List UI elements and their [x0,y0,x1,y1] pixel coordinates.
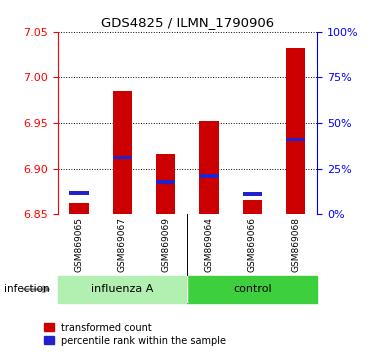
Title: GDS4825 / ILMN_1790906: GDS4825 / ILMN_1790906 [101,16,274,29]
Bar [69,203,89,214]
Bar [286,48,305,214]
Bar [286,138,305,141]
Bar [243,200,262,214]
Text: infection: infection [4,284,49,295]
Legend: transformed count, percentile rank within the sample: transformed count, percentile rank withi… [44,323,226,346]
Text: influenza A: influenza A [91,284,154,295]
Bar [199,121,219,214]
Bar [58,276,187,303]
Text: GSM869068: GSM869068 [291,217,300,272]
Text: GSM869067: GSM869067 [118,217,127,272]
Bar [187,276,317,303]
Text: GSM869066: GSM869066 [248,217,257,272]
Bar [113,156,132,159]
Bar [113,91,132,214]
Bar [156,154,175,214]
Text: GSM869065: GSM869065 [75,217,83,272]
Text: GSM869069: GSM869069 [161,217,170,272]
Bar [69,192,89,195]
Bar [243,192,262,196]
Bar [199,174,219,178]
Text: GSM869064: GSM869064 [204,217,213,272]
Text: control: control [233,284,272,295]
Bar [156,181,175,184]
